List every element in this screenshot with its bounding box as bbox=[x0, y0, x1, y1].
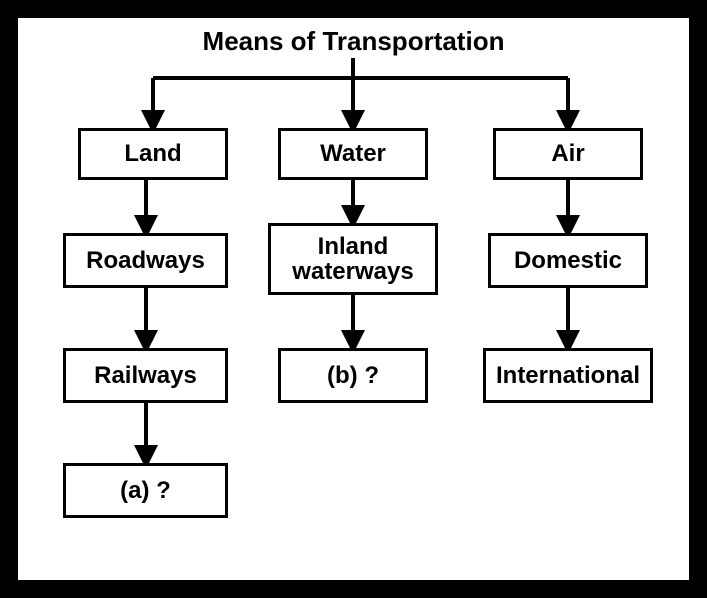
diagram-title: Means of Transportation bbox=[18, 26, 689, 57]
node-domestic: Domestic bbox=[488, 233, 648, 288]
node-land: Land bbox=[78, 128, 228, 180]
node-international: International bbox=[483, 348, 653, 403]
node-b_unknown: (b) ? bbox=[278, 348, 428, 403]
node-roadways: Roadways bbox=[63, 233, 228, 288]
outer-frame: Means of Transportation Land Water Air Road… bbox=[0, 0, 707, 598]
node-air: Air bbox=[493, 128, 643, 180]
node-inland: Inland waterways bbox=[268, 223, 438, 295]
node-a_unknown: (a) ? bbox=[63, 463, 228, 518]
node-railways: Railways bbox=[63, 348, 228, 403]
diagram-canvas: Means of Transportation Land Water Air Road… bbox=[18, 18, 689, 580]
node-water: Water bbox=[278, 128, 428, 180]
